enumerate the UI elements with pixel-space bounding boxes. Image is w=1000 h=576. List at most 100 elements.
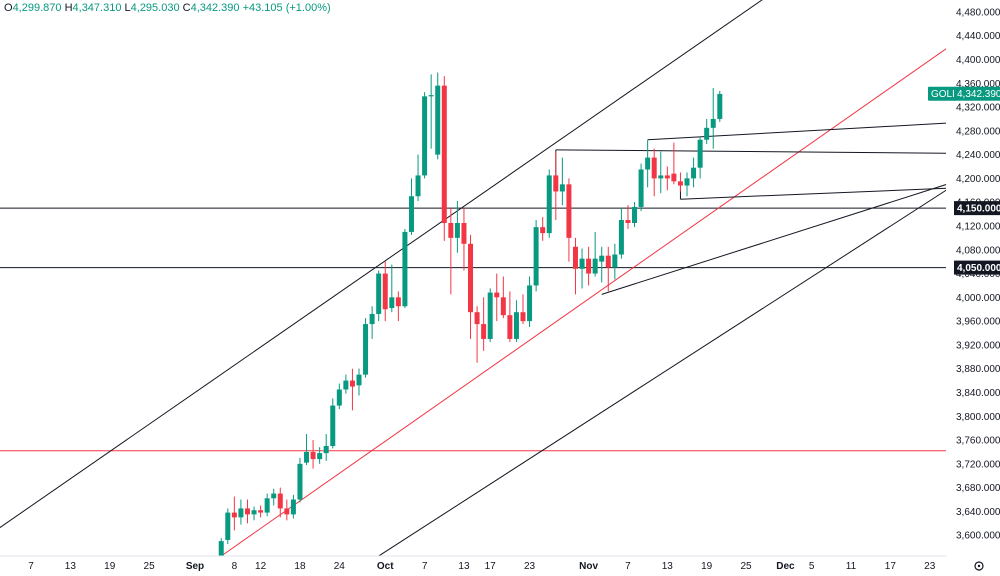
y-tick-label: 4,400.000 — [956, 55, 1000, 66]
level-tag-label: 4,050.000 — [957, 263, 1000, 274]
candle-body — [533, 227, 539, 286]
candle-body — [231, 512, 237, 518]
candle-body — [599, 255, 605, 262]
candle — [231, 496, 237, 531]
candle — [553, 151, 559, 221]
trend-line-2 — [378, 189, 946, 556]
low-label: L — [124, 2, 131, 14]
high-value: 4,347.310 — [72, 2, 122, 14]
candle-body — [363, 324, 369, 375]
candle — [468, 234, 474, 339]
trend-lines — [0, 0, 946, 556]
candle — [710, 88, 716, 149]
x-tick-label: 13 — [458, 561, 470, 572]
x-tick-label: Dec — [776, 561, 795, 572]
candle — [704, 118, 710, 144]
candle — [317, 447, 323, 464]
trend-line-6 — [647, 122, 946, 141]
x-axis[interactable]: 7 13 19 25 Sep 8 12 18 24 Oct 7 13 17 23 Nov 7 13 19 25 Dec… — [0, 555, 946, 576]
candle — [559, 157, 565, 206]
candle-body — [258, 510, 264, 513]
candle-body — [658, 175, 664, 179]
candle-body — [323, 445, 329, 454]
candle-body — [336, 389, 342, 406]
candle-body — [697, 139, 703, 168]
y-tick-label: 4,200.000 — [956, 174, 1000, 185]
candle — [586, 246, 592, 286]
candle-body — [625, 220, 631, 223]
trend-line-0 — [0, 0, 763, 529]
candle-body — [527, 285, 533, 322]
candle-body — [579, 258, 585, 269]
candle — [605, 246, 611, 292]
candle — [717, 90, 723, 122]
candle — [349, 368, 355, 411]
candle — [264, 493, 270, 517]
candle-body — [218, 541, 224, 559]
candles — [218, 72, 723, 559]
level-tag-background — [954, 201, 1000, 216]
x-tick-label: Sep — [186, 561, 204, 572]
candle-body — [395, 297, 401, 307]
candle — [572, 237, 578, 295]
candle-body — [435, 85, 441, 155]
y-tick-label: 3,840.000 — [956, 388, 1000, 399]
candle-body — [382, 273, 388, 310]
candle-body — [441, 85, 447, 223]
y-tick-label: 4,480.000 — [956, 7, 1000, 18]
candle-body — [461, 222, 467, 244]
candle-body — [553, 175, 559, 192]
candle-body — [376, 273, 382, 314]
candle-body — [566, 184, 572, 238]
x-tick-label: 19 — [104, 561, 116, 572]
candle — [382, 261, 388, 322]
candle-body — [468, 243, 474, 313]
close-label: C — [182, 2, 191, 14]
candle-body — [507, 315, 513, 339]
candle-body — [704, 127, 710, 140]
candle-body — [422, 96, 428, 176]
candle — [697, 136, 703, 179]
candle — [284, 499, 290, 521]
candle-body — [677, 181, 683, 186]
y-tick-label: 3,600.000 — [956, 531, 1000, 542]
y-tick-label: 3,960.000 — [956, 317, 1000, 328]
candle — [533, 220, 539, 292]
close-value: 4,342.390 — [190, 2, 240, 14]
candle — [454, 200, 460, 253]
trend-line-3 — [601, 184, 946, 295]
y-tick-label: 3,760.000 — [956, 436, 1000, 447]
y-tick-label: 4,320.000 — [956, 103, 1000, 114]
candle — [389, 264, 395, 313]
candle-body — [520, 312, 526, 322]
candle — [632, 202, 638, 228]
x-tick-label: 25 — [740, 561, 752, 572]
x-tick-label: 7 — [422, 561, 428, 572]
candle — [671, 142, 677, 185]
y-tick-label: 3,880.000 — [956, 364, 1000, 375]
trend-line-1 — [220, 48, 946, 556]
candle-body — [304, 451, 310, 463]
y-tick-label: 4,000.000 — [956, 293, 1000, 304]
trend-line-7 — [680, 187, 946, 200]
x-tick-label: 25 — [144, 561, 156, 572]
x-tick-label: 17 — [885, 561, 897, 572]
candle-body — [487, 292, 493, 339]
candle-body — [691, 167, 697, 179]
candle-body — [645, 157, 651, 170]
candle-body — [225, 512, 231, 540]
candle — [540, 217, 546, 241]
candle — [527, 276, 533, 328]
y-axis[interactable]: 3,600.000 3,640.000 3,680.000 3,720.000 3,76… — [946, 0, 1000, 576]
open-label: O — [4, 2, 13, 14]
candle — [579, 248, 585, 289]
candle — [664, 166, 670, 191]
candle — [592, 231, 598, 277]
candle — [494, 273, 500, 322]
candle-body — [448, 222, 454, 238]
y-tick-label: 4,280.000 — [956, 126, 1000, 137]
settings-icon[interactable] — [974, 561, 984, 571]
candle-body — [349, 380, 355, 387]
